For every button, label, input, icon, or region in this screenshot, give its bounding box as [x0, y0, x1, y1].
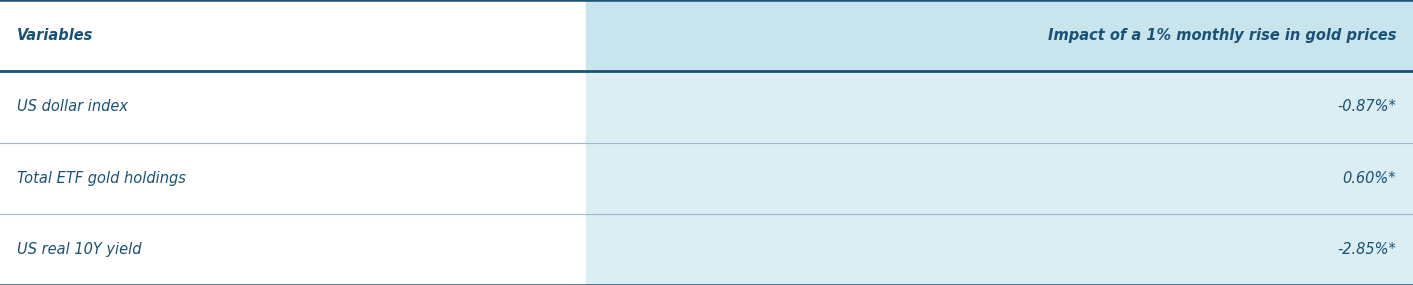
Bar [0, 0, 586, 71]
Bar [586, 0, 1413, 71]
Text: -0.87%*: -0.87%* [1337, 99, 1396, 114]
Bar [0, 71, 586, 142]
Text: Total ETF gold holdings: Total ETF gold holdings [17, 171, 187, 186]
Text: -2.85%*: -2.85%* [1337, 242, 1396, 257]
Bar [586, 71, 1413, 142]
Bar [0, 142, 586, 214]
Bar [0, 214, 586, 285]
Text: Variables: Variables [17, 28, 93, 43]
Text: US dollar index: US dollar index [17, 99, 129, 114]
Text: 0.60%*: 0.60%* [1342, 171, 1396, 186]
Text: US real 10Y yield: US real 10Y yield [17, 242, 141, 257]
Text: Impact of a 1% monthly rise in gold prices: Impact of a 1% monthly rise in gold pric… [1047, 28, 1396, 43]
Bar [586, 214, 1413, 285]
Bar [586, 142, 1413, 214]
